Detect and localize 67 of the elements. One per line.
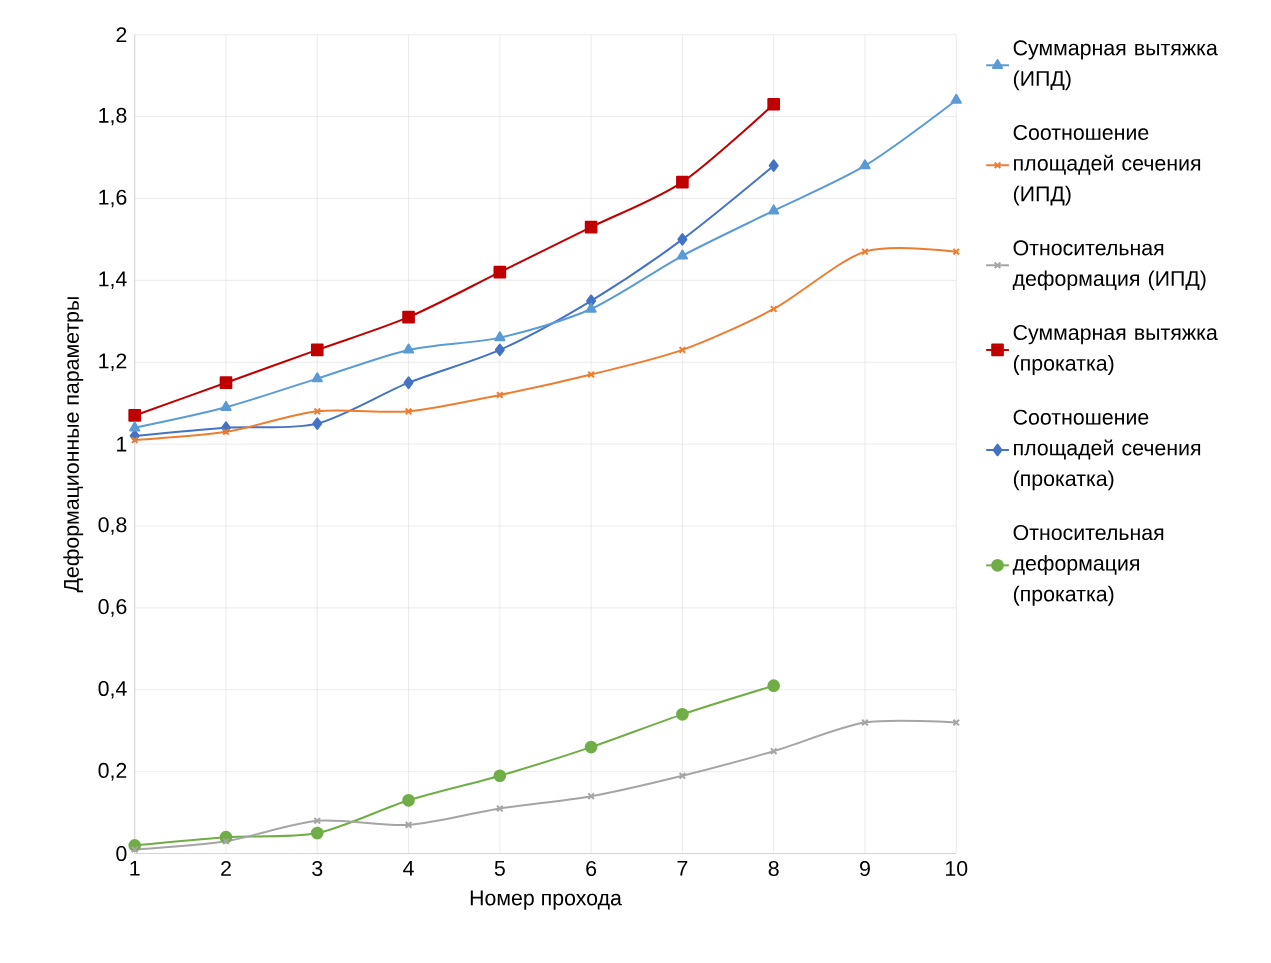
- point: [950, 93, 962, 104]
- y-tick-label: 1,2: [99, 353, 127, 372]
- point: [403, 376, 414, 390]
- legend-label: Суммарная вытяжка (ИПД): [1013, 40, 1218, 91]
- point: [496, 804, 504, 813]
- point: [219, 376, 233, 390]
- legend-label: Относительная деформация (прокатка): [1012, 525, 1164, 606]
- point: [494, 343, 505, 357]
- point: [310, 343, 324, 357]
- point: [310, 826, 324, 840]
- x-tick-label: 1: [130, 860, 140, 876]
- point: [493, 265, 507, 279]
- legend-label: Суммарная вытяжка (прокатка): [1013, 325, 1218, 376]
- point: [402, 310, 415, 324]
- y-axis-title: Деформационные параметры: [63, 297, 84, 593]
- point: [584, 220, 598, 234]
- point: [677, 233, 688, 246]
- y-tick-label: 1,6: [99, 189, 127, 208]
- point: [220, 400, 232, 411]
- point: [404, 407, 413, 416]
- point: [129, 421, 141, 432]
- y-tick-label: 0,8: [98, 517, 127, 535]
- point: [768, 159, 779, 173]
- point: [493, 769, 507, 783]
- point: [769, 305, 778, 313]
- y-tick-label: 1,8: [99, 107, 127, 126]
- x-tick-label: 2: [221, 860, 231, 876]
- point: [402, 343, 415, 354]
- point: [767, 97, 781, 111]
- point: [952, 718, 961, 727]
- y-tick-label: 0,4: [98, 681, 127, 699]
- point: [585, 302, 597, 313]
- point: [678, 771, 687, 780]
- x-tick-label: 6: [586, 860, 597, 877]
- point: [404, 821, 413, 829]
- point: [494, 331, 506, 342]
- point: [128, 409, 142, 422]
- x-tick-label: 4: [403, 860, 414, 876]
- point: [584, 740, 598, 754]
- x-tick-label: 8: [768, 860, 779, 877]
- point: [402, 794, 415, 807]
- legend-label: Соотношение площадей сечения (ИПД): [1013, 124, 1201, 206]
- y-tick-label: 0: [116, 846, 127, 862]
- x-tick-label: 10: [946, 860, 968, 877]
- point: [587, 370, 595, 379]
- point: [312, 417, 323, 431]
- point: [768, 204, 780, 215]
- y-tick-label: 2: [116, 27, 127, 43]
- y-tick-label: 1,4: [99, 271, 127, 290]
- x-tick-label: 9: [860, 860, 870, 877]
- point: [676, 708, 689, 721]
- y-tick-label: 1: [117, 436, 127, 452]
- point: [859, 159, 871, 170]
- x-tick-label: 3: [312, 860, 323, 877]
- point: [767, 679, 781, 693]
- x-tick-label: 7: [677, 860, 688, 876]
- y-tick-label: 0,2: [98, 762, 127, 781]
- legend-label: Соотношение площадей сечения (прокатка): [1013, 409, 1201, 491]
- point: [861, 247, 869, 256]
- point: [676, 175, 689, 189]
- x-tick-label: 5: [494, 860, 505, 876]
- x-axis-title: Номер прохода: [470, 890, 622, 910]
- y-tick-label: 0,6: [98, 599, 127, 617]
- legend-label: Относительная деформация (ИПД): [1012, 240, 1206, 291]
- point: [313, 407, 322, 416]
- point: [311, 372, 323, 383]
- point: [676, 249, 689, 260]
